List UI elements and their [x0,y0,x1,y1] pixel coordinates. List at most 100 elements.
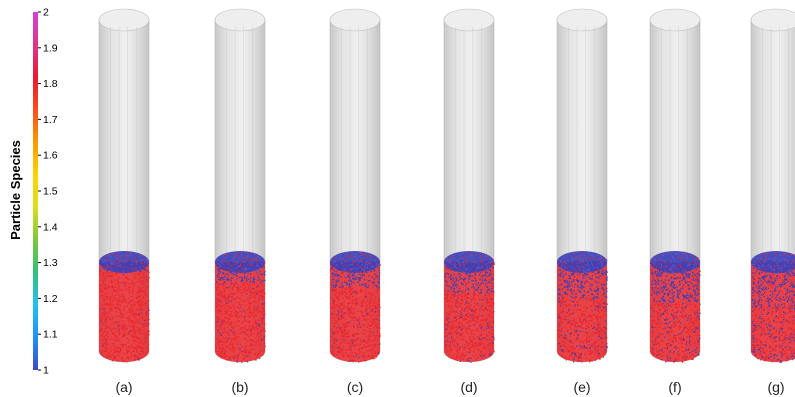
particle [473,319,475,321]
particle [363,275,365,277]
particle [480,289,482,292]
particle [225,286,227,289]
particle [455,280,457,282]
particle [105,261,107,263]
particle [227,305,229,307]
particle [486,286,488,288]
particle [491,332,494,335]
particle [448,276,450,278]
particle [371,265,373,267]
particle [330,259,332,261]
particle [130,325,133,328]
particle [117,338,119,340]
particle [372,287,374,289]
particle [471,254,473,256]
particle [254,353,256,355]
particle [595,304,597,307]
particle [255,269,257,271]
particle [105,334,107,337]
particle [128,339,130,341]
particle [347,335,349,338]
particle [372,357,375,360]
particle [365,335,368,337]
particle [242,309,245,312]
particle [115,328,117,330]
particle [215,339,218,341]
particle [243,327,246,329]
particle [447,324,449,326]
particle [560,284,562,286]
particle [223,294,226,296]
particle [573,301,575,303]
particle [358,348,360,350]
particle [375,354,377,357]
particle [575,322,577,324]
particle [576,278,578,280]
particle [569,313,571,315]
particle [230,348,232,350]
particle [118,289,120,291]
particle [116,258,118,260]
particle [572,356,574,359]
particle [248,320,250,322]
particle [218,344,220,346]
particle [571,274,573,276]
particle [219,268,221,271]
particle [230,326,233,328]
particle [338,348,340,350]
particle [141,269,143,271]
particle [489,321,491,323]
particle [488,327,490,329]
particle [480,320,482,322]
particle [445,312,448,314]
particle [573,320,576,322]
particle [241,361,243,363]
particle [103,287,105,289]
particle [359,277,361,279]
particle [147,285,149,287]
particle [251,288,253,290]
particle [130,252,132,254]
particle [462,257,464,259]
particle [117,282,119,284]
particle [217,293,219,295]
particle [233,264,235,266]
particle [371,293,373,295]
particle [243,320,245,323]
particle [462,292,464,294]
particle [246,268,248,270]
particle [460,269,462,271]
particle [475,328,478,330]
particle [581,313,583,315]
particle [229,318,231,320]
particle [584,281,586,283]
particle [229,279,231,281]
particle [352,333,354,336]
particle [242,354,244,356]
particle [559,294,561,296]
particle [342,356,344,358]
particle [126,317,128,320]
particle [116,331,118,333]
particle [363,253,365,256]
particle [568,275,570,277]
particle [351,287,353,289]
particle [361,305,363,308]
particle [594,280,596,282]
particle [221,293,223,296]
particle [247,272,250,274]
particle [346,324,348,326]
particle [367,264,369,266]
particle [564,357,567,359]
particle [449,344,451,346]
particle [342,297,344,299]
particle [248,351,250,353]
particle [237,340,239,342]
particle [445,340,447,343]
particle [123,296,125,298]
particle [364,333,366,335]
particle [216,298,218,301]
particle [558,314,561,317]
particle [256,265,258,267]
particle [99,331,102,333]
